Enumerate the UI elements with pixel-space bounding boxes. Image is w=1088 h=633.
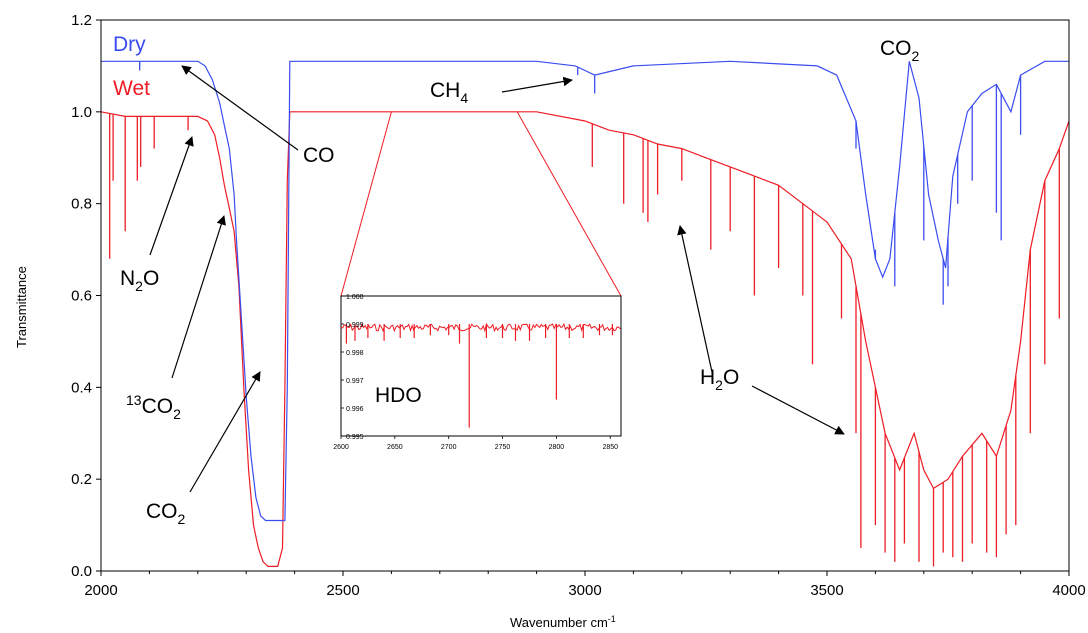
inset-x-tick-label: 2700 xyxy=(441,444,457,451)
y-tick-label: 0.6 xyxy=(71,288,92,305)
x-axis-label: Wavenumber cm-1 xyxy=(510,614,616,630)
annotation-co: CO xyxy=(303,144,335,167)
arrow-h2o-2 xyxy=(751,385,845,435)
inset-y-tick-label: 0.995 xyxy=(346,434,364,441)
arrow-13co2 xyxy=(171,215,226,379)
guide-line-right xyxy=(516,111,622,297)
arrow-co2-low xyxy=(189,371,261,493)
y-tick-label: 1.0 xyxy=(71,104,92,121)
inset-y-tick-label: 0.996 xyxy=(346,406,364,413)
legend-dry: Dry xyxy=(113,33,146,56)
series-dry xyxy=(101,60,1069,522)
annotation-h2o: H2O xyxy=(700,366,739,393)
inset-y-tick-label: 0.998 xyxy=(346,350,364,357)
ticks-layer: 2000 2500 3000 3500 4000 0.0 0.2 0.4 0.6 0.8 1.0 1.… xyxy=(71,12,1086,599)
inset-x-tick-label: 2600 xyxy=(333,444,349,451)
x-tick-label: 4000 xyxy=(1052,582,1085,599)
inset-y-tick-label: 1.000 xyxy=(346,294,364,301)
arrow-h2o xyxy=(677,225,713,373)
y-tick-label: 0.4 xyxy=(71,379,92,396)
hdo-inset: 2600 2650 2700 2750 2800 2850 0.995 0.996 0.997 0… xyxy=(333,294,622,451)
annotation-arrows xyxy=(149,65,845,493)
series-dry-line xyxy=(101,60,1069,522)
y-tick-label: 1.2 xyxy=(71,12,92,29)
inset-y-tick-label: 0.997 xyxy=(346,378,364,385)
annotation-n2o: N2O xyxy=(120,267,159,294)
arrow-ch4 xyxy=(501,76,573,93)
y-tick-label: 0.2 xyxy=(71,471,92,488)
x-tick-label: 3000 xyxy=(568,582,601,599)
inset-x-tick-label: 2650 xyxy=(387,444,403,451)
arrow-n2o xyxy=(149,136,194,256)
x-tick-label: 3500 xyxy=(810,582,843,599)
guide-line-left xyxy=(340,111,392,297)
inset-guide-lines xyxy=(340,111,622,297)
y-axis-label: Transmittance xyxy=(14,266,29,348)
inset-x-tick-label: 2850 xyxy=(602,444,618,451)
annotation-co2-low: CO2 xyxy=(146,500,186,527)
legend-wet: Wet xyxy=(113,77,150,100)
x-tick-label: 2000 xyxy=(84,582,117,599)
series-layer xyxy=(100,60,1070,567)
inset-x-tick-label: 2800 xyxy=(549,444,565,451)
inset-x-tick-label: 2750 xyxy=(495,444,511,451)
inset-frame xyxy=(340,295,622,437)
y-tick-label: 0.0 xyxy=(71,563,92,580)
annotation-ch4: CH4 xyxy=(430,79,468,106)
x-tick-label: 2500 xyxy=(326,582,359,599)
inset-label: HDO xyxy=(375,384,422,407)
inset-y-tick-label: 0.999 xyxy=(346,322,364,329)
y-tick-label: 0.8 xyxy=(71,196,92,213)
annotation-13co2: 13CO2 xyxy=(126,392,181,422)
series-wet xyxy=(100,111,1070,567)
inset-trace xyxy=(340,322,621,333)
arrow-co xyxy=(181,65,299,151)
annotation-co2-top: CO2 xyxy=(880,37,920,64)
